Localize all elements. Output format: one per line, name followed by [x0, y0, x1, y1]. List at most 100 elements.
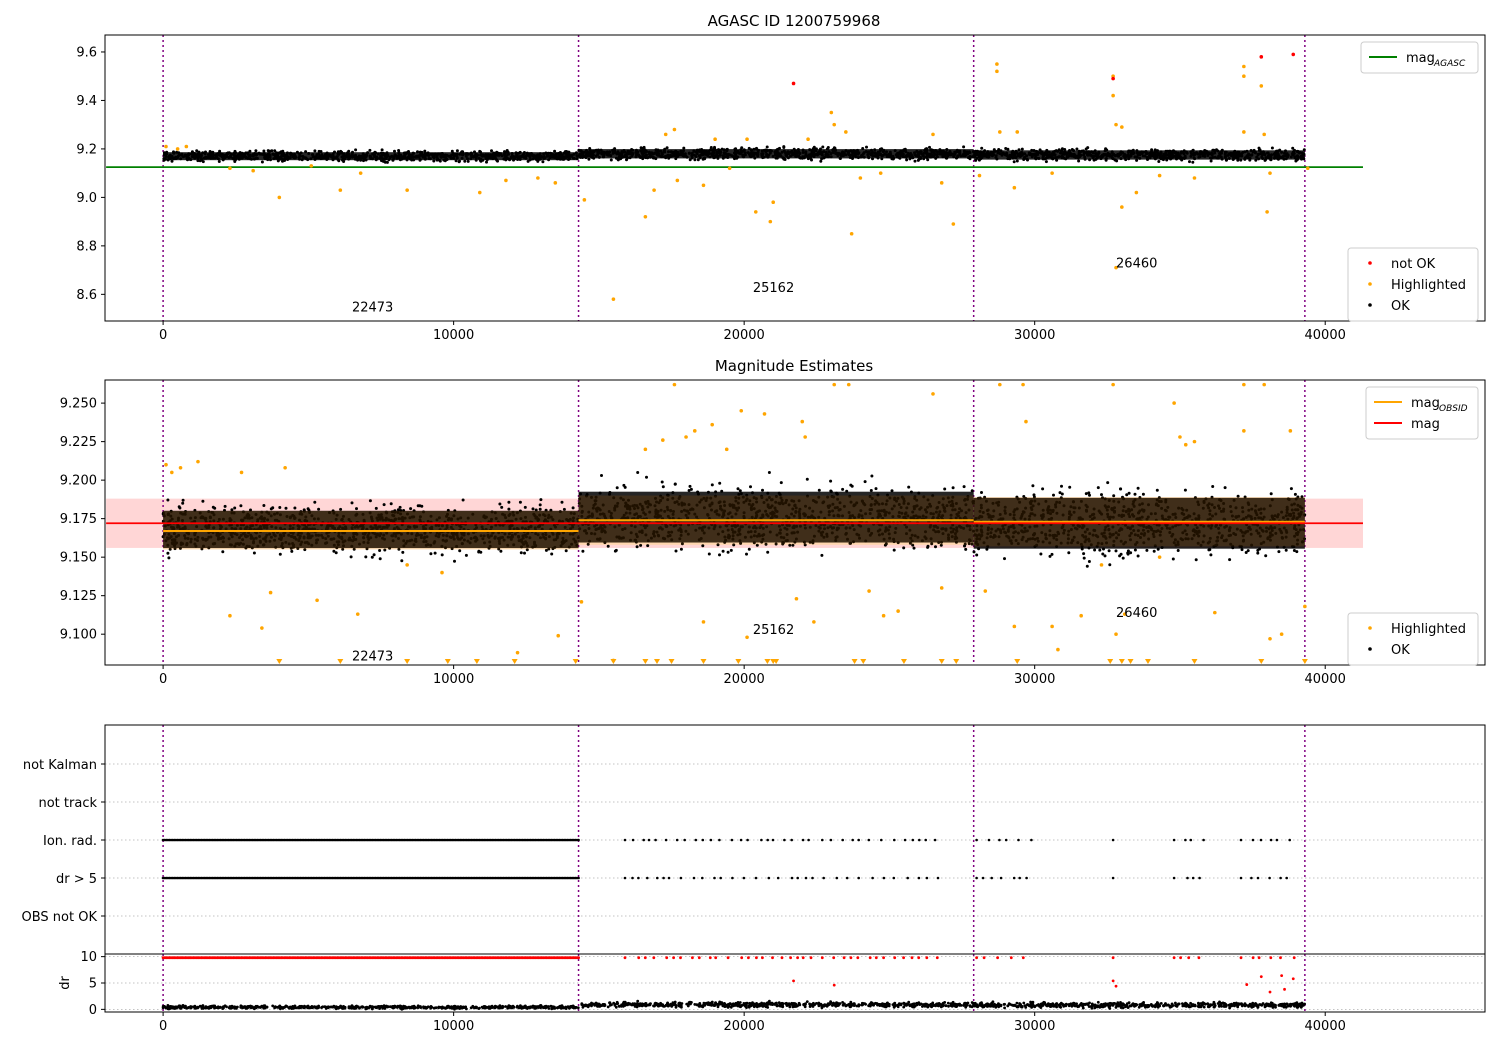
ok-point [271, 506, 275, 510]
ok-point [736, 487, 740, 491]
ok-point [679, 547, 683, 551]
highlighted-point [164, 144, 168, 149]
highlighted-point [878, 171, 883, 175]
ok-point [819, 159, 823, 163]
ok-point [223, 504, 227, 508]
ok-point [810, 158, 813, 162]
ok-point [409, 507, 413, 511]
not-ok-point [1111, 76, 1115, 81]
ok-point [907, 485, 911, 489]
ok-point [178, 506, 182, 510]
ok-point [726, 550, 730, 554]
ok-point [841, 487, 845, 491]
ok-point [674, 549, 678, 553]
ok-point [478, 149, 482, 153]
obsid-label: 26460 [1116, 257, 1157, 272]
ok-point [433, 551, 437, 555]
ok-point [767, 471, 771, 474]
ok-point [820, 553, 824, 557]
ok-point [166, 551, 170, 555]
ok-point [553, 149, 557, 153]
ok-point [541, 160, 545, 164]
highlighted-point [858, 176, 863, 180]
highlighted-point [1120, 125, 1124, 129]
highlighted-point [675, 178, 680, 183]
ok-point [401, 550, 405, 554]
legend-label: not OK [1391, 257, 1436, 272]
ok-point [980, 146, 984, 150]
ok-point [902, 546, 906, 550]
ok-point [761, 488, 764, 492]
highlighted-point [995, 69, 999, 74]
ok-point [201, 499, 205, 503]
highlighted-point [1242, 130, 1246, 134]
not-ok-point [1259, 55, 1264, 59]
ok-point [313, 500, 317, 504]
ok-point [181, 498, 185, 502]
obsid-label: 25162 [753, 281, 794, 296]
highlighted-point [1268, 171, 1272, 175]
ok-point [1191, 160, 1195, 164]
ok-point [693, 158, 697, 162]
ok-point [874, 487, 878, 491]
ok-point [284, 506, 288, 510]
ok-point [943, 487, 947, 491]
ok-point [718, 553, 721, 557]
ok-point [293, 506, 297, 510]
ok-point [416, 504, 420, 508]
ok-point [233, 149, 237, 153]
ok-point [354, 148, 358, 152]
highlighted-point [309, 164, 314, 168]
x-tick-label: 10000 [433, 328, 474, 343]
ok-point [500, 505, 504, 509]
ok-point [1133, 548, 1137, 552]
highlighted-point [1120, 205, 1124, 209]
ok-point [782, 146, 786, 149]
highlighted-point [405, 188, 409, 192]
ok-point [916, 158, 920, 162]
ok-point [964, 547, 968, 551]
ok-point [600, 474, 603, 477]
ok-point [1031, 484, 1035, 488]
ok-point [1228, 558, 1232, 562]
ok-point [1020, 147, 1024, 151]
y-tick-label: 9.4 [76, 94, 97, 109]
highlighted-point [701, 183, 706, 188]
not-ok-point [791, 81, 796, 86]
ok-point [962, 145, 966, 149]
ok-point [466, 159, 470, 163]
highlighted-point [228, 166, 232, 171]
ok-point [821, 145, 825, 149]
ok-point [562, 507, 566, 511]
ok-point [713, 145, 716, 149]
highlighted-point [1192, 176, 1197, 180]
ok-point [564, 549, 568, 553]
ok-point [507, 507, 511, 511]
ok-point [507, 500, 511, 504]
ok-point [623, 485, 627, 489]
ok-point [374, 506, 378, 510]
ok-point [450, 149, 454, 153]
highlighted-point [771, 200, 776, 205]
ok-point [865, 145, 868, 149]
ok-point [233, 506, 237, 510]
ok-point [268, 149, 272, 153]
ok-point [1015, 159, 1019, 163]
ok-point [389, 502, 393, 506]
ok-point [926, 544, 930, 548]
ok-point [1114, 549, 1118, 553]
ok-point [523, 505, 527, 509]
ok-point [688, 484, 692, 488]
ok-point [1104, 147, 1108, 151]
ok-point-core [163, 152, 579, 161]
ok-point [181, 501, 185, 505]
ok-point [463, 159, 467, 163]
highlighted-point [939, 181, 944, 185]
ok-point [355, 507, 358, 511]
ok-point [571, 506, 575, 510]
ok-point [673, 482, 677, 486]
ok-point [368, 148, 372, 152]
ok-point [464, 553, 468, 557]
ok-point [317, 507, 321, 511]
